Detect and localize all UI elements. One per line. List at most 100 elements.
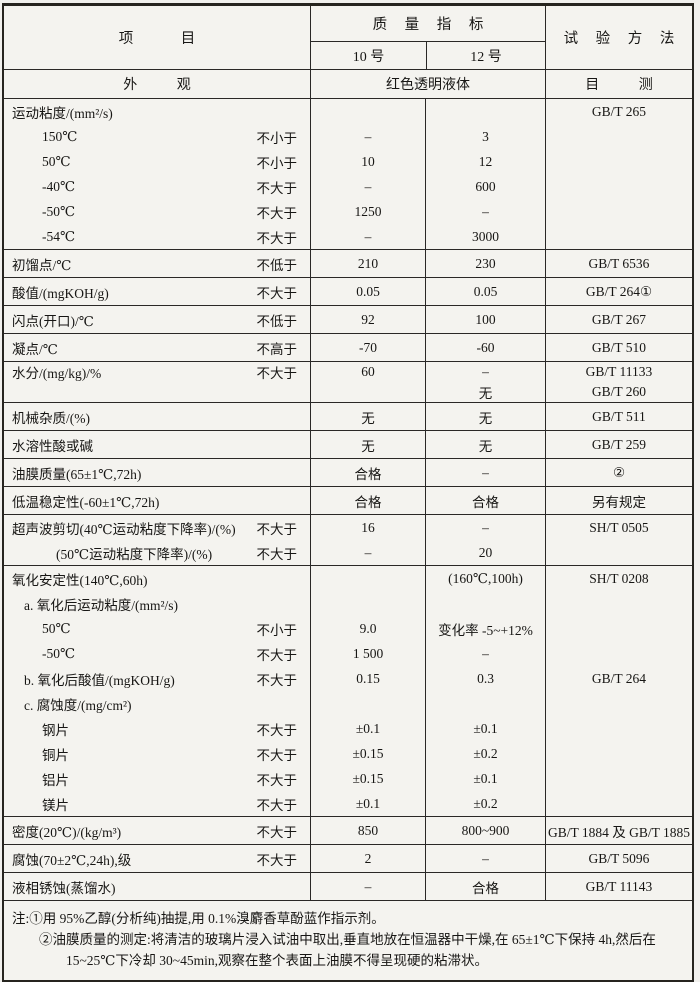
cell-value-12 <box>425 99 545 124</box>
cell-method: GB/T 6536 <box>545 250 692 277</box>
cell-value-10: – <box>310 224 425 249</box>
cell-value-12: 无 <box>425 382 545 402</box>
item-label: 水溶性酸或碱 <box>12 438 93 454</box>
item-label: 50℃ <box>42 620 71 636</box>
item-label: 铝片 <box>42 772 69 788</box>
qualifier-label: 不大于 <box>256 722 298 738</box>
item-label: a. 氧化后运动粘度/(mm²/s) <box>24 597 179 613</box>
qualifier-label: 不大于 <box>256 546 298 562</box>
item-label: 凝点/℃ <box>12 341 58 357</box>
item-label: 液相锈蚀(蒸馏水) <box>12 880 116 896</box>
cell-value-10: – <box>310 124 425 149</box>
cell-value-10: – <box>310 540 425 565</box>
cell-item: 运动粘度/(mm²/s) <box>4 99 310 124</box>
header-grade12-label: 12 号 <box>470 49 502 65</box>
header-item-label: 项 目 <box>118 31 218 47</box>
table-row: -54℃ 不大于 –3000 <box>4 224 692 250</box>
table-row: 水分/(mg/kg)/% 不大于 60– GB/T 11133 <box>4 362 692 382</box>
spec-rows: 运动粘度/(mm²/s) GB/T 265 150℃ 不小于 –3 50℃ 不小于 10 12-… <box>4 99 692 901</box>
header-grade10-label: 10 号 <box>352 49 385 65</box>
table-row: 铜片 不大于 ±0.15 ±0.2 <box>4 741 692 766</box>
table-row: 闪点(开口)/℃ 不低于 92 100 GB/T 267 <box>4 306 692 334</box>
cell-value-12: 3000 <box>425 224 545 249</box>
cell-value-10: – <box>310 174 425 199</box>
cell-value-10: 无 <box>310 403 425 430</box>
cell-value-12: 无 <box>425 431 545 458</box>
cell-value-12: – <box>425 199 545 224</box>
cell-value-10: ±0.1 <box>310 791 425 816</box>
cell-value-12: ±0.2 <box>425 741 545 766</box>
cell-value-10: 合格 <box>310 487 425 514</box>
qualifier-label: 不大于 <box>256 797 298 813</box>
item-label: c. 腐蚀度/(mg/cm²) <box>24 697 132 713</box>
item-label: 氧化安定性(140℃,60h) <box>12 572 148 588</box>
cell-item <box>4 382 310 402</box>
cell-value-10: 60 <box>310 362 425 382</box>
qualifier-label: 不大于 <box>256 647 298 663</box>
table-row: 初馏点/℃ 不低于 210 230 GB/T 6536 <box>4 250 692 278</box>
cell-value-10: 850 <box>310 817 425 844</box>
table-row: 凝点/℃ 不高于 -70 -60 GB/T 510 <box>4 334 692 362</box>
cell-item: 钢片 不大于 <box>4 716 310 741</box>
header-method: 试 验 方 法 <box>545 6 692 69</box>
cell-value-10: 0.05 <box>310 278 425 305</box>
item-label: b. 氧化后酸值/(mgKOH/g) <box>24 672 175 688</box>
table-row: 机械杂质/(%) 无无 GB/T 511 <box>4 403 692 431</box>
table-row: 密度(20℃)/(kg/m³) 不大于 850 800~900 GB/T 1884 及 … <box>4 817 692 845</box>
note-2: ②油膜质量的测定:将清洁的玻璃片浸入试油中取出,垂直地放在恒温器中干燥,在 65… <box>39 932 656 968</box>
cell-item: b. 氧化后酸值/(mgKOH/g) 不大于 <box>4 666 310 691</box>
table-row: 运动粘度/(mm²/s) GB/T 265 <box>4 99 692 124</box>
cell-item: -40℃ 不大于 <box>4 174 310 199</box>
cell-value-12: ±0.2 <box>425 791 545 816</box>
table-row: 铝片 不大于 ±0.15 ±0.1 <box>4 766 692 791</box>
cell-item: 水分/(mg/kg)/% 不大于 <box>4 362 310 382</box>
spec-table: 项 目 质 量 指 标 10 号 12 号 试 验 方 法 外 观 红色透明液体… <box>2 3 694 982</box>
table-row: 无 GB/T 260 <box>4 382 692 403</box>
header-grade12: 12 号 <box>426 42 545 69</box>
header-quality-group: 质 量 指 标 10 号 12 号 <box>310 6 545 69</box>
cell-method: GB/T 511 <box>545 403 692 430</box>
cell-item: (50℃运动粘度下降率)/(%) 不大于 <box>4 540 310 565</box>
cell-item: 凝点/℃ 不高于 <box>4 334 310 361</box>
cell-value-10: -70 <box>310 334 425 361</box>
cell-value-12: 800~900 <box>425 817 545 844</box>
item-label: -40℃ <box>42 178 76 194</box>
cell-value-12: 无 <box>425 403 545 430</box>
cell-method <box>545 616 692 641</box>
cell-value-12: 0.05 <box>425 278 545 305</box>
cell-item: 镁片 不大于 <box>4 791 310 816</box>
cell-method <box>545 591 692 616</box>
item-label: 钢片 <box>42 722 69 738</box>
cell-item: 50℃ 不小于 <box>4 616 310 641</box>
qualifier-label: 不大于 <box>256 747 298 763</box>
cell-method: GB/T 264 <box>545 666 692 691</box>
item-label: 运动粘度/(mm²/s) <box>12 105 113 121</box>
qualifier-label: 不低于 <box>256 257 298 273</box>
cell-method <box>545 641 692 666</box>
header-grades: 10 号 12 号 <box>311 42 545 69</box>
cell-item: 50℃ 不小于 <box>4 149 310 174</box>
cell-value-12: 合格 <box>425 487 545 514</box>
cell-value-12: – <box>425 641 545 666</box>
cell-value-10: 92 <box>310 306 425 333</box>
item-label: 油膜质量(65±1℃,72h) <box>12 466 142 482</box>
cell-value-10 <box>310 99 425 124</box>
cell-value-10: 1250 <box>310 199 425 224</box>
cell-value-10: 16 <box>310 515 425 540</box>
cell-value-12: 变化率 -5~+12% <box>425 616 545 641</box>
item-label: 低温稳定性(-60±1℃,72h) <box>12 494 160 510</box>
cell-item: -54℃ 不大于 <box>4 224 310 249</box>
table-row: 液相锈蚀(蒸馏水) – 合格 GB/T 11143 <box>4 873 692 901</box>
cell-value-10: ±0.1 <box>310 716 425 741</box>
cell-method <box>545 716 692 741</box>
cell-item: 油膜质量(65±1℃,72h) <box>4 459 310 486</box>
cell-value-10: 0.15 <box>310 666 425 691</box>
cell-value-12: 230 <box>425 250 545 277</box>
cell-method <box>545 174 692 199</box>
cell-value-10: 1 500 <box>310 641 425 666</box>
cell-value-12: 0.3 <box>425 666 545 691</box>
cell-method <box>545 766 692 791</box>
table-row: -40℃ 不大于 –600 <box>4 174 692 199</box>
qualifier-label: 不大于 <box>256 672 298 688</box>
appearance-row: 外 观 红色透明液体 目 测 <box>4 70 692 99</box>
